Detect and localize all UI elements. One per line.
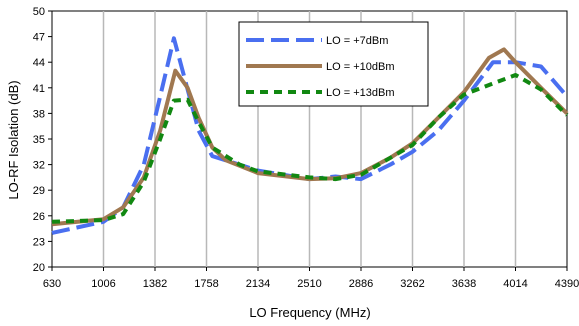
y-axis-title: LO-RF Isolation (dB) bbox=[6, 80, 21, 199]
x-tick-label: 1758 bbox=[194, 278, 218, 290]
y-tick-label: 35 bbox=[33, 134, 45, 146]
x-tick-label: 630 bbox=[43, 278, 61, 290]
y-tick-label: 26 bbox=[33, 211, 45, 223]
x-axis-title: LO Frequency (MHz) bbox=[249, 305, 370, 320]
series-line-3 bbox=[51, 73, 569, 224]
series-group bbox=[51, 36, 569, 235]
y-tick-label: 23 bbox=[33, 236, 45, 248]
legend-label-2: LO = +10dBm bbox=[326, 61, 395, 73]
y-tick-label: 29 bbox=[33, 185, 45, 197]
y-tick-label: 32 bbox=[33, 160, 45, 172]
y-tick-label: 50 bbox=[33, 6, 45, 18]
y-tick-label: 20 bbox=[33, 262, 45, 274]
y-tick-label: 47 bbox=[33, 32, 45, 44]
x-tick-label: 4390 bbox=[555, 278, 579, 290]
y-tick-labels: 20 23 26 29 32 35 38 41 44 47 50 bbox=[33, 6, 52, 274]
legend: LO = +7dBm LO = +10dBm LO = +13dBm bbox=[238, 21, 429, 107]
legend-label-3: LO = +13dBm bbox=[326, 87, 395, 99]
x-tick-labels: 630 1006 1382 1758 2134 2510 2886 3262 3638 4014 4… bbox=[43, 267, 579, 290]
x-tick-label: 4014 bbox=[503, 278, 527, 290]
x-tick-label: 2510 bbox=[297, 278, 321, 290]
y-tick-label: 41 bbox=[33, 83, 45, 95]
x-tick-label: 3262 bbox=[400, 278, 424, 290]
y-tick-label: 38 bbox=[33, 108, 45, 120]
legend-label-1: LO = +7dBm bbox=[326, 35, 388, 47]
x-tick-label: 2886 bbox=[349, 278, 373, 290]
x-tick-label: 2134 bbox=[246, 278, 270, 290]
x-tick-label: 3638 bbox=[452, 278, 476, 290]
x-tick-label: 1006 bbox=[91, 278, 115, 290]
x-tick-label: 1382 bbox=[143, 278, 167, 290]
legend-items: LO = +7dBm LO = +10dBm LO = +13dBm bbox=[246, 35, 395, 99]
y-tick-label: 44 bbox=[33, 57, 45, 69]
grid-lines bbox=[102, 11, 517, 267]
